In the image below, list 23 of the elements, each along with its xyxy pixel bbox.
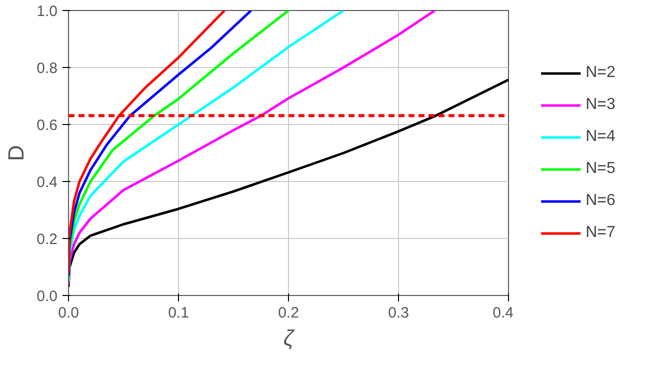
y-tick-label: 0.4 <box>36 174 58 191</box>
legend-label: N=4 <box>586 128 616 146</box>
y-tick-label: 0.6 <box>36 117 58 134</box>
y-tick-label: 0.8 <box>36 60 58 77</box>
x-tick-label: 0.3 <box>388 304 409 322</box>
x-tick-label: 0.0 <box>58 304 79 322</box>
legend-label: N=6 <box>586 192 616 210</box>
line-series <box>68 78 508 288</box>
legend-label: N=5 <box>586 160 616 178</box>
line-series <box>68 10 252 277</box>
x-tick-label: 0.1 <box>168 304 189 322</box>
legend-label: N=3 <box>586 96 616 114</box>
x-tick-label: 0.4 <box>492 304 514 322</box>
x-axis-title: ζ <box>283 326 296 350</box>
y-tick-label: 1.0 <box>36 3 58 20</box>
legend-label: N=7 <box>586 224 616 242</box>
y-tick-label: 0.2 <box>36 231 58 248</box>
legend-label: N=2 <box>586 64 616 82</box>
y-axis-title: D <box>4 145 29 161</box>
line-series <box>68 10 436 286</box>
y-tick-label: 0.0 <box>36 288 58 305</box>
x-tick-label: 0.2 <box>278 304 299 322</box>
line-series <box>68 10 345 282</box>
